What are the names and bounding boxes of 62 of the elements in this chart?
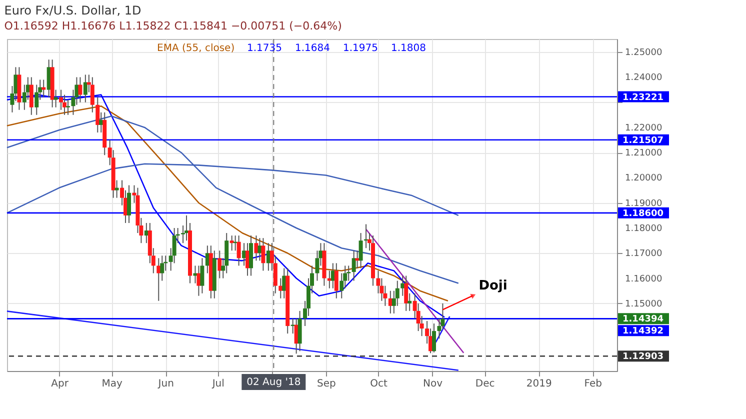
candlestick bbox=[29, 76, 34, 116]
candlestick bbox=[96, 96, 100, 133]
ref-line-label: 1.23221 bbox=[622, 92, 664, 103]
x-tick-label: Feb bbox=[584, 378, 602, 390]
chart-subtitle: O1.16592 H1.16676 L1.15822 C1.15841 −0.00751 (−0.64%) bbox=[4, 19, 342, 32]
x-tick-label: Sep bbox=[317, 378, 336, 390]
annotation: EMA (55, close) bbox=[157, 43, 235, 54]
x-tick-label: May bbox=[102, 378, 122, 390]
y-tick-label: 1.16000 bbox=[625, 274, 662, 284]
x-tick-label: Jun bbox=[157, 378, 174, 390]
candlestick bbox=[230, 235, 234, 252]
candlestick bbox=[200, 258, 204, 294]
ref-line-label: 1.12903 bbox=[622, 352, 664, 362]
ref-line-label: 1.21507 bbox=[622, 136, 664, 146]
x-tick-label: Apr bbox=[51, 378, 70, 390]
ref-line-label: 1.14394 bbox=[622, 314, 664, 325]
candlestick bbox=[218, 250, 222, 279]
x-tick-label: 2019 bbox=[526, 378, 552, 390]
y-tick-label: 1.17000 bbox=[625, 249, 662, 260]
y-tick-label: 1.19000 bbox=[625, 198, 662, 209]
x-tick-label: Nov bbox=[422, 378, 443, 390]
annotation: 1.1735 bbox=[247, 43, 282, 54]
candlestick bbox=[90, 76, 94, 113]
annotation: 1.1684 bbox=[295, 43, 330, 54]
candlestick bbox=[236, 235, 241, 266]
candlestick bbox=[358, 232, 363, 269]
ref-line-label: 1.18600 bbox=[622, 208, 664, 219]
candlestick bbox=[352, 250, 356, 282]
candlestick bbox=[42, 79, 46, 98]
candlestick bbox=[404, 275, 408, 312]
candlestick bbox=[114, 180, 119, 198]
y-tick-label: 1.20000 bbox=[625, 174, 662, 184]
x-tick-label: Jul bbox=[211, 378, 224, 390]
candlestick bbox=[282, 268, 286, 299]
candlestick bbox=[408, 292, 412, 312]
candlestick bbox=[78, 76, 82, 103]
ref-line-label: 1.14392 bbox=[622, 326, 664, 337]
candlestick bbox=[127, 184, 131, 224]
y-tick-label: 1.22000 bbox=[625, 123, 662, 134]
y-tick-label: 1.25000 bbox=[625, 48, 662, 58]
y-tick-label: 1.18000 bbox=[625, 224, 662, 234]
candlestick bbox=[83, 74, 88, 103]
candlestick bbox=[334, 262, 338, 299]
candlestick bbox=[196, 265, 201, 296]
x-tick-label: Dec bbox=[475, 378, 495, 390]
annotation: Doji bbox=[478, 278, 508, 294]
y-tick-label: 1.21000 bbox=[625, 148, 662, 159]
line-series bbox=[6, 116, 460, 284]
y-tick-label: 1.24000 bbox=[625, 73, 662, 84]
ref-line-label: 02 Aug '18 bbox=[246, 377, 301, 388]
candlestick bbox=[62, 94, 67, 116]
candlestick bbox=[330, 262, 335, 289]
candlestick bbox=[432, 323, 436, 353]
annotation: 1.1975 bbox=[343, 43, 378, 54]
candlestick bbox=[54, 89, 58, 108]
chart-title: Euro Fx/U.S. Dollar, 1D bbox=[4, 3, 142, 18]
candlestick bbox=[254, 235, 258, 262]
candlestick bbox=[66, 99, 70, 116]
candlestick bbox=[261, 238, 266, 272]
y-tick-label: 1.15000 bbox=[625, 299, 662, 310]
annotation: 1.1808 bbox=[391, 43, 426, 54]
x-tick-label: Oct bbox=[370, 378, 388, 390]
